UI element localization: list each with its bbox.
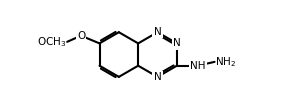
Text: N: N bbox=[173, 38, 181, 48]
Text: NH: NH bbox=[190, 61, 206, 71]
Text: N: N bbox=[154, 27, 161, 37]
Text: OCH$_3$: OCH$_3$ bbox=[37, 35, 66, 49]
Text: NH$_2$: NH$_2$ bbox=[215, 55, 237, 69]
Text: N: N bbox=[154, 72, 161, 82]
Text: O: O bbox=[77, 31, 85, 41]
